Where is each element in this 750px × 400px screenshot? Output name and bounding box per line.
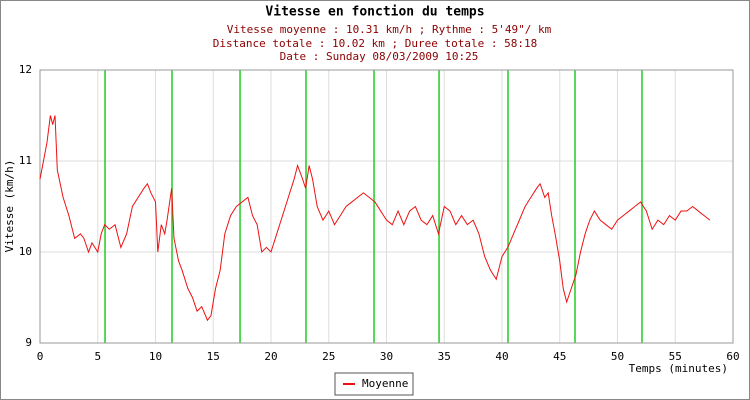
- x-tick-label: 15: [207, 350, 220, 363]
- x-tick-label: 20: [264, 350, 277, 363]
- x-tick-label: 35: [438, 350, 451, 363]
- x-tick-label: 0: [37, 350, 44, 363]
- y-tick-label: 10: [19, 245, 32, 258]
- subtitle: Distance totale : 10.02 km ; Duree total…: [213, 37, 538, 50]
- x-tick-label: 40: [495, 350, 508, 363]
- x-tick-label: 55: [669, 350, 682, 363]
- y-tick-label: 11: [19, 154, 32, 167]
- x-tick-label: 5: [94, 350, 101, 363]
- y-tick-label: 9: [25, 336, 32, 349]
- x-tick-label: 50: [611, 350, 624, 363]
- subtitle: Date : Sunday 08/03/2009 10:25: [280, 50, 479, 63]
- line: [39, 115, 711, 322]
- x-tick-label: 10: [149, 350, 162, 363]
- y-axis-label: Vitesse (km/h): [3, 160, 16, 253]
- y-tick-label: 12: [19, 63, 32, 76]
- x-tick-label: 45: [553, 350, 566, 363]
- x-tick-label: 25: [322, 350, 335, 363]
- x-tick-label: 60: [726, 350, 739, 363]
- subtitle: Vitesse moyenne : 10.31 km/h ; Rythme : …: [227, 23, 552, 36]
- chart-title: Vitesse en fonction du temps: [265, 5, 484, 20]
- x-tick-label: 30: [380, 350, 393, 363]
- legend-box: [334, 372, 414, 396]
- x-axis-label: Temps (minutes): [629, 362, 728, 375]
- legend-label: Moyenne: [362, 377, 408, 390]
- plot-border: [39, 69, 734, 344]
